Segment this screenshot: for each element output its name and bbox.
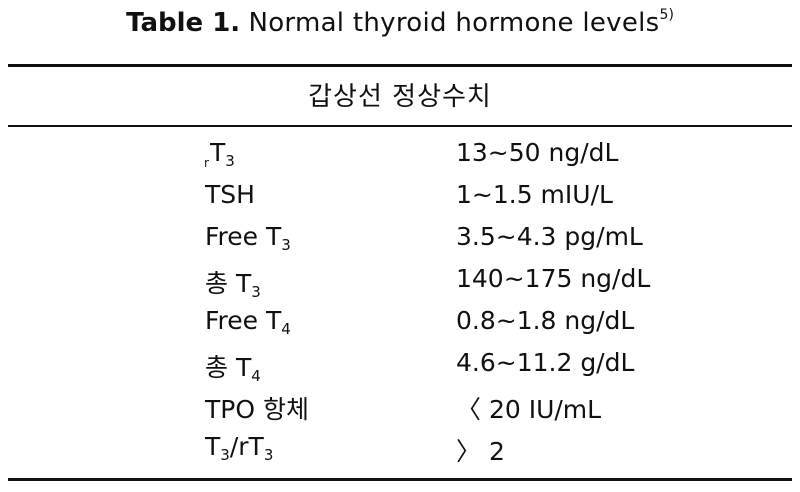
header-rule [8,125,792,127]
hormone-name: TPO 항체 [204,390,309,426]
hormone-name: T3/rT3 [204,432,274,464]
normal-value: 140~175 ng/dL [456,264,651,293]
suffix-subscript: 3 [263,446,274,464]
hormone-name: rT3 [204,138,235,170]
normal-value: 〉 2 [456,437,505,466]
table-row: Free T3 3.5~4.3 pg/mL [0,220,800,262]
name-subscript: 4 [251,367,261,385]
table-row: 총 T4 4.6~11.2 g/dL [0,346,800,388]
name-subscript: 3 [225,152,235,170]
normal-value: 〈 20 IU/mL [456,395,602,424]
normal-value: 3.5~4.3 pg/mL [456,222,643,251]
name-text: TPO 항체 [205,395,309,424]
table-title: Normal thyroid hormone levels [248,8,660,38]
hormone-name: Free T3 [204,222,291,254]
table-body: rT3 13~50 ng/dL TSH 1~1.5 mIU/L Free T3 … [0,136,800,472]
table-caption: Table 1. Normal thyroid hormone levels5) [0,8,800,38]
table-row: rT3 13~50 ng/dL [0,136,800,178]
table-row: Free T4 0.8~1.8 ng/dL [0,304,800,346]
name-subscript: 4 [281,320,291,338]
name-text: Free T [205,222,282,251]
table-row: T3/rT3 〉 2 [0,430,800,472]
normal-value: 4.6~11.2 g/dL [456,348,635,377]
name-prefix: r [204,156,209,170]
name-text: TSH [205,180,255,209]
name-text: Free T [205,306,282,335]
table-label: Table 1. [126,8,241,38]
name-subscript: 3 [220,446,230,464]
top-rule [8,64,792,67]
name-text: 총 T [205,269,252,298]
normal-value: 13~50 ng/dL [456,138,619,167]
hormone-name: TSH [204,180,255,209]
table-row: 총 T3 140~175 ng/dL [0,262,800,304]
name-text: 총 T [205,353,252,382]
table-row: TPO 항체 〈 20 IU/mL [0,388,800,430]
table-header: 갑상선 정상수치 [308,82,492,112]
bottom-rule [8,478,792,481]
normal-value: 1~1.5 mIU/L [456,180,613,209]
normal-value: 0.8~1.8 ng/dL [456,306,635,335]
name-suffix: /rT [229,432,264,461]
reference-mark: 5) [659,7,674,23]
name-subscript: 3 [251,283,261,301]
name-subscript: 3 [281,236,291,254]
name-text: T [205,432,221,461]
name-text: T [209,138,226,167]
hormone-name: 총 T3 [204,264,261,300]
hormone-name: 총 T4 [204,348,261,384]
hormone-name: Free T4 [204,306,291,338]
table-row: TSH 1~1.5 mIU/L [0,178,800,220]
